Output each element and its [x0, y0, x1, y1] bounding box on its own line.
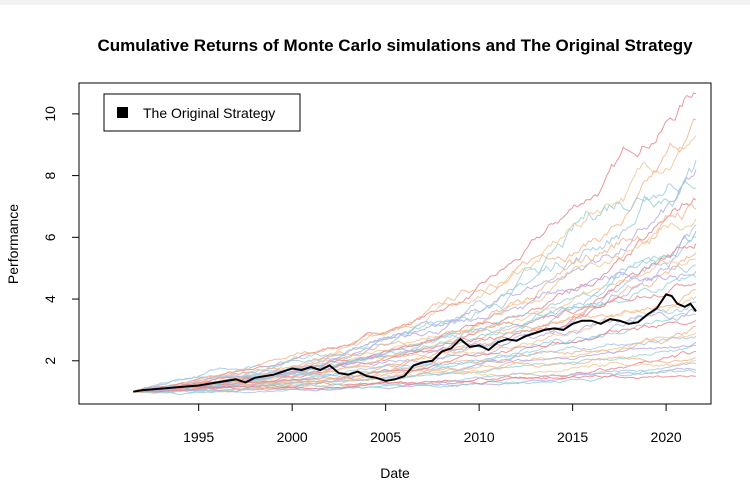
- simulation-line: [133, 202, 697, 393]
- x-axis: 1995 2000 2005 2010 2015 2020: [183, 403, 682, 445]
- legend-swatch: [117, 107, 128, 118]
- simulation-lines: [133, 92, 697, 396]
- legend-box: [103, 93, 301, 132]
- simulation-line: [133, 257, 696, 393]
- simulation-line: [133, 374, 697, 393]
- simulation-line: [133, 320, 697, 393]
- x-axis-label: Date: [380, 465, 410, 481]
- legend-label-original-strategy: The Original Strategy: [143, 105, 275, 121]
- simulation-line: [133, 230, 697, 393]
- original-strategy-line: [133, 293, 697, 393]
- y-tick-label: 10: [42, 106, 58, 122]
- simulation-line: [133, 92, 697, 393]
- simulation-line: [133, 160, 697, 393]
- y-axis-label: Performance: [5, 204, 21, 284]
- original-strategy-layer: [133, 293, 697, 393]
- simulation-line: [133, 224, 697, 393]
- x-tick-label: 2000: [277, 429, 308, 445]
- x-tick-label: 2020: [651, 429, 682, 445]
- x-tick-label: 2010: [464, 429, 495, 445]
- top-strip: [0, 0, 750, 5]
- simulation-line: [133, 243, 697, 393]
- simulation-line: [133, 118, 697, 393]
- y-tick-label: 4: [42, 295, 58, 303]
- y-tick-label: 2: [42, 357, 58, 365]
- simulation-line: [133, 360, 697, 394]
- y-tick-label: 8: [42, 171, 58, 179]
- chart-title: Cumulative Returns of Monte Carlo simula…: [97, 36, 693, 55]
- y-tick-label: 6: [42, 233, 58, 241]
- y-axis: 2 4 6 8 10: [42, 106, 80, 365]
- x-tick-label: 2005: [370, 429, 401, 445]
- simulation-line: [133, 283, 697, 393]
- x-tick-label: 1995: [183, 429, 214, 445]
- x-tick-label: 2015: [557, 429, 588, 445]
- legend: The Original Strategy: [103, 93, 301, 132]
